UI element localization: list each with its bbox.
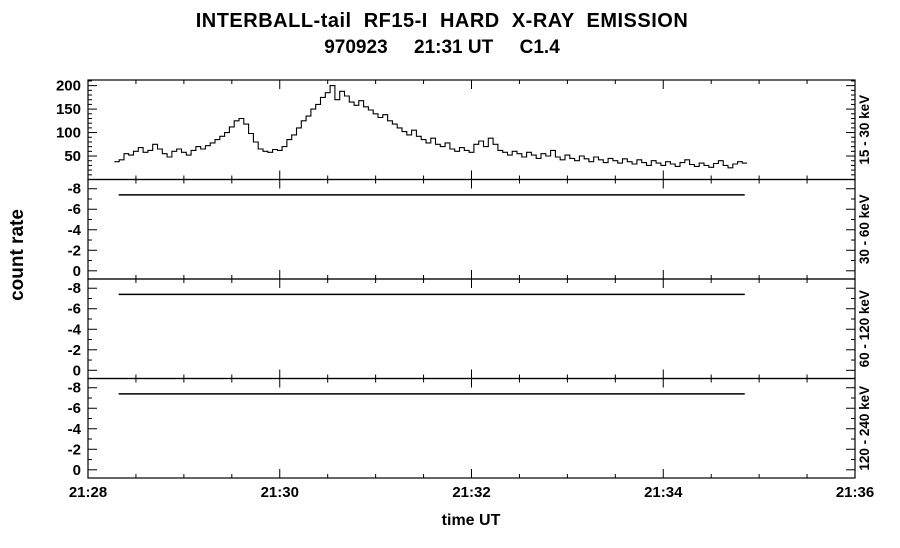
count-rate-series	[114, 85, 748, 169]
y-tick-label: -2	[68, 242, 81, 259]
y-tick-label: -8	[68, 380, 81, 397]
y-tick-label: -4	[68, 421, 82, 438]
x-tick-label: 21:36	[836, 484, 874, 501]
y-tick-label: 100	[56, 125, 81, 142]
y-tick-label: -4	[68, 321, 82, 338]
panel-range-label: 120 - 240 keV	[857, 386, 872, 471]
y-tick-label: 200	[56, 78, 81, 95]
panel-range-label: 15 - 30 keV	[857, 95, 872, 165]
panel-range-label: 60 - 120 keV	[857, 290, 872, 367]
y-tick-label: -2	[68, 342, 81, 359]
y-tick-label: -6	[68, 201, 81, 218]
y-tick-label: -4	[68, 222, 82, 239]
y-tick-label: -6	[68, 301, 81, 318]
y-tick-label: -8	[68, 181, 81, 198]
x-tick-label: 21:34	[644, 484, 683, 501]
y-tick-label: 0	[73, 362, 81, 379]
x-tick-label: 21:28	[69, 484, 107, 501]
y-tick-label: 0	[73, 263, 81, 280]
y-tick-label: -8	[68, 280, 81, 297]
x-tick-label: 21:30	[261, 484, 299, 501]
panel-border	[87, 79, 856, 181]
x-tick-label: 21:32	[452, 484, 490, 501]
y-tick-label: 150	[56, 101, 81, 118]
chart-subtitle: 970923 21:31 UT C1.4	[324, 37, 560, 58]
panel-range-label: 30 - 60 keV	[857, 194, 872, 264]
y-tick-label: 0	[73, 462, 81, 479]
x-axis-label: time UT	[441, 512, 501, 529]
y-tick-label: -6	[68, 400, 81, 417]
y-tick-label: 50	[64, 148, 81, 165]
chart-title: INTERBALL-tail RF15-I HARD X-RAY EMISSIO…	[195, 10, 689, 32]
y-tick-label: -2	[68, 441, 81, 458]
